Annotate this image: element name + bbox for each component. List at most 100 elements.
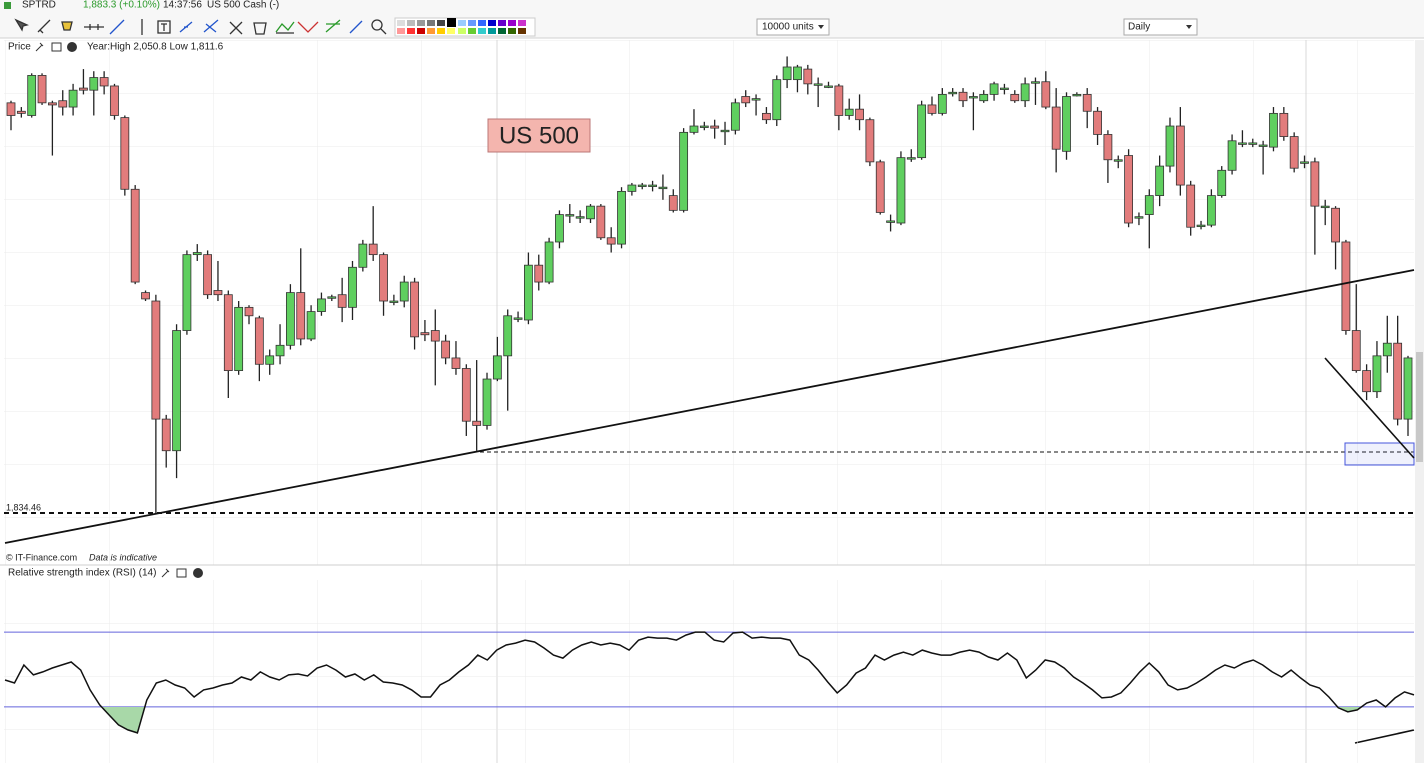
symbol[interactable]: SPTRD	[22, 0, 56, 11]
candle-up	[989, 83, 999, 95]
candle-up	[285, 292, 295, 346]
candle-down	[1051, 106, 1061, 150]
units: 10000 units	[762, 22, 814, 33]
candle-up	[27, 75, 37, 116]
candle-up	[524, 264, 533, 321]
candle-up	[658, 186, 668, 190]
units-select[interactable]: 10000 units	[756, 18, 830, 36]
disclaimer: Data is indicative	[89, 552, 157, 562]
candle-up	[1258, 144, 1268, 147]
candle-up	[1238, 142, 1247, 145]
candle-up	[575, 216, 585, 219]
candle-up	[979, 93, 989, 102]
candle-down	[668, 195, 678, 211]
candle-down	[1175, 125, 1185, 186]
candle-down	[834, 85, 844, 116]
candle-up	[586, 205, 595, 220]
quote: 1,883.3 (+0.10%)	[83, 0, 160, 11]
price-grid	[4, 40, 1414, 565]
symbol-icon	[4, 2, 11, 9]
scroll-thumb[interactable]	[1416, 352, 1423, 462]
drawing-tools[interactable]	[14, 18, 387, 35]
candle-up	[637, 184, 647, 187]
candle-up	[1206, 195, 1216, 226]
candle-down	[213, 290, 223, 296]
candle-down	[368, 243, 378, 256]
candle-up	[68, 89, 78, 108]
candle-down	[130, 188, 140, 283]
candle-down	[710, 125, 720, 129]
copyright: © IT-Finance.com	[6, 552, 77, 562]
candle-up	[234, 306, 244, 372]
candle-up	[730, 102, 740, 131]
candle-up	[1196, 224, 1206, 228]
candle-down	[461, 368, 471, 422]
candle-down	[141, 292, 150, 300]
candle-down	[606, 237, 616, 245]
candle-up	[492, 355, 502, 380]
candle-up	[1000, 87, 1009, 90]
candle-down	[223, 294, 233, 372]
candle-down	[37, 75, 47, 104]
candle-down	[410, 281, 419, 338]
candle-down	[47, 102, 57, 106]
candle-down	[875, 161, 885, 213]
candle-down	[1124, 155, 1133, 224]
candle-down	[120, 117, 130, 190]
candle-down	[1310, 161, 1320, 207]
period-select[interactable]: Daily	[1123, 18, 1198, 36]
rsi-grid	[4, 580, 1414, 763]
candle-down	[472, 420, 482, 426]
candle-down	[1186, 184, 1196, 228]
candle-up	[306, 311, 316, 340]
chart-title: US 500	[499, 122, 579, 149]
candle-up	[699, 125, 709, 128]
candle-down	[855, 108, 864, 121]
candle-up	[358, 243, 368, 268]
candle-down	[1041, 81, 1051, 108]
candle-up	[389, 300, 399, 303]
candle-down	[927, 104, 937, 114]
candle-up	[617, 190, 626, 245]
candle-down	[1093, 110, 1102, 135]
candle-up	[513, 317, 523, 320]
candle-up	[813, 83, 823, 86]
candle-up	[1144, 195, 1154, 215]
candle-down	[337, 294, 347, 308]
panel-controls[interactable]	[35, 42, 77, 52]
candle-up	[720, 129, 730, 133]
candle-down	[762, 112, 771, 121]
candle-down	[16, 110, 26, 114]
candle-down	[1103, 134, 1113, 161]
candle-up	[1113, 159, 1123, 162]
candle-down	[161, 418, 171, 452]
candle-up	[627, 184, 637, 192]
candle-down	[741, 96, 751, 104]
rsi-controls[interactable]	[161, 568, 203, 578]
candle-down	[79, 87, 88, 91]
candle-up	[182, 254, 192, 331]
candle-down	[110, 85, 119, 116]
candle-up	[1248, 142, 1258, 145]
candle-up	[886, 220, 895, 223]
period: Daily	[1128, 22, 1150, 33]
candle-down	[1010, 93, 1020, 102]
candle-up	[648, 184, 657, 187]
candle-down	[254, 317, 264, 365]
color-palette[interactable]	[394, 17, 536, 37]
candle-down	[379, 254, 388, 302]
time: 14:37:56	[163, 0, 202, 11]
candle-up	[275, 344, 285, 357]
candle-down	[865, 119, 875, 163]
title-box	[487, 118, 591, 153]
instrument: US 500 Cash (-)	[207, 0, 279, 11]
candle-up	[1031, 81, 1040, 84]
candle-up	[1382, 342, 1392, 357]
candle-down	[1331, 207, 1340, 243]
candle-down	[58, 100, 68, 108]
candle-down	[534, 264, 544, 283]
candle-up	[1227, 140, 1237, 171]
candle-up	[948, 91, 958, 95]
candle-up	[89, 77, 99, 91]
candle-down	[1279, 112, 1289, 137]
